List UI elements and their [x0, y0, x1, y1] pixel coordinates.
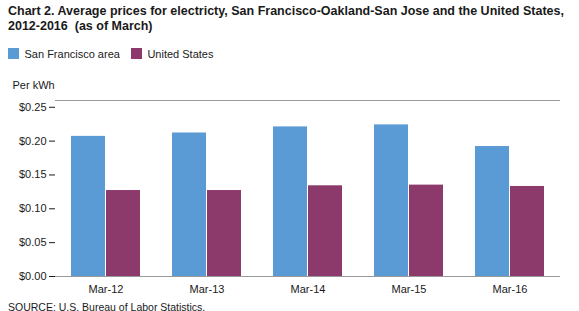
svg-text:$0.10: $0.10: [19, 202, 47, 214]
svg-text:$0.00: $0.00: [19, 270, 47, 282]
svg-text:Mar-14: Mar-14: [291, 283, 326, 295]
svg-text:Per kWh: Per kWh: [13, 79, 55, 91]
svg-text:Mar-15: Mar-15: [392, 283, 427, 295]
svg-text:$0.05: $0.05: [19, 236, 47, 248]
svg-text:$0.20: $0.20: [19, 134, 47, 146]
svg-text:$0.25: $0.25: [19, 100, 47, 112]
svg-text:Mar-13: Mar-13: [190, 283, 225, 295]
svg-text:Mar-16: Mar-16: [493, 283, 528, 295]
html-text:United States: United States: [147, 47, 214, 60]
svg-text:$0.15: $0.15: [19, 168, 47, 180]
svg-text:Mar-12: Mar-12: [89, 283, 124, 295]
html-text:Chart 2. Average prices for el: Chart 2. Average prices for electricty, …: [8, 4, 568, 33]
html-text:San Francisco area: San Francisco area: [24, 47, 120, 60]
